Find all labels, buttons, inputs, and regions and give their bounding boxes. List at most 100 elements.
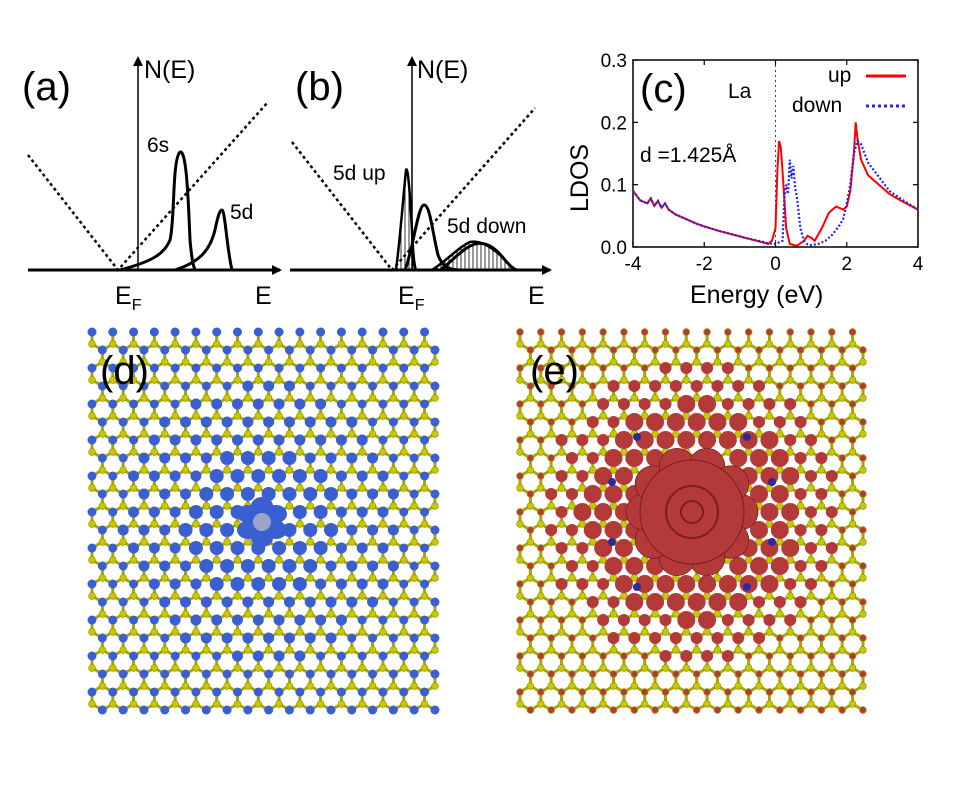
carbon-atom <box>379 448 387 456</box>
carbon-atom <box>223 610 231 618</box>
carbon-atom <box>661 376 670 384</box>
spin-lobe <box>335 614 347 626</box>
spin-lobe <box>139 345 149 355</box>
spin-lobe <box>357 327 367 337</box>
spin-lobe <box>129 399 139 409</box>
carbon-atom <box>275 376 283 384</box>
spin-lobe <box>708 413 727 431</box>
spin-lobe <box>283 596 295 608</box>
carbon-atom <box>119 682 127 690</box>
carbon-atom <box>358 700 366 708</box>
carbon-atom <box>202 358 211 366</box>
carbon-atom <box>192 376 200 384</box>
spin-lobe <box>325 452 337 464</box>
carbon-atom <box>337 484 346 492</box>
spin-lobe <box>666 413 685 431</box>
spin-lobe <box>537 365 544 371</box>
spin-lobe <box>261 451 276 465</box>
spin-lobe <box>614 539 633 557</box>
spin-lobe <box>117 524 129 536</box>
spin-lobe <box>118 705 128 715</box>
spin-lobe <box>212 651 222 661</box>
spin-lobe <box>828 401 835 407</box>
spin-lobe <box>399 615 409 625</box>
carbon-atom <box>557 556 566 564</box>
spin-lobe <box>600 653 607 659</box>
spin-lobe <box>517 545 523 551</box>
carbon-atom <box>410 358 418 366</box>
carbon-atom <box>599 664 607 672</box>
x-tick-label: -2 <box>696 254 713 275</box>
spin-lobe <box>211 614 223 626</box>
spin-lobe <box>388 633 398 643</box>
carbon-atom <box>620 628 628 636</box>
carbon-atom <box>161 394 169 402</box>
carbon-atom <box>410 682 418 690</box>
spin-lobe <box>212 363 222 373</box>
spin-lobe <box>336 363 346 373</box>
carbon-atom <box>306 646 314 654</box>
spin-lobe <box>409 633 419 643</box>
carbon-atom <box>119 430 127 438</box>
spin-lobe <box>600 689 607 695</box>
spin-lobe <box>517 581 523 587</box>
carbon-atom <box>526 430 535 438</box>
carbon-atom <box>537 484 545 492</box>
carbon-atom <box>192 592 200 600</box>
legend-down-label: down <box>792 94 842 117</box>
carbon-atom <box>807 700 815 708</box>
spin-lobe <box>273 398 285 410</box>
cloud-ring <box>665 485 719 539</box>
carbon-atom <box>641 556 649 564</box>
carbon-atom <box>796 646 805 654</box>
carbon-atom <box>547 466 555 474</box>
spin-lobe <box>128 542 140 554</box>
spin-lobe <box>610 347 617 353</box>
panel-b-up-label: 5d up <box>333 162 386 185</box>
spin-lobe <box>693 347 700 353</box>
spin-lobe <box>399 363 409 373</box>
spin-lobe <box>200 632 212 644</box>
carbon-atom <box>724 340 732 348</box>
carbon-atom <box>420 592 429 600</box>
spin-lobe <box>313 505 328 519</box>
carbon-atom <box>420 448 429 456</box>
spin-lobe <box>576 470 589 482</box>
carbon-atom <box>776 610 784 618</box>
spin-lobe <box>315 434 327 446</box>
spin-lobe <box>527 563 534 569</box>
spin-lobe <box>313 469 328 483</box>
spin-lobe <box>545 488 558 500</box>
spin-lobe <box>849 653 856 659</box>
carbon-atom <box>223 574 231 582</box>
spin-lobe <box>409 705 419 715</box>
spin-lobe <box>399 327 409 337</box>
spin-lobe <box>222 381 232 391</box>
spin-lobe <box>517 653 523 659</box>
spin-lobe <box>292 577 307 591</box>
spin-lobe <box>638 398 651 410</box>
spin-lobe <box>756 671 763 677</box>
carbon-atom <box>838 610 846 618</box>
spin-lobe <box>859 383 866 389</box>
spin-lobe <box>420 327 430 337</box>
carbon-atom <box>547 682 555 690</box>
spin-lobe <box>604 557 623 575</box>
spin-lobe <box>649 380 662 392</box>
spin-lobe <box>711 632 724 644</box>
carbon-atom <box>119 574 127 582</box>
carbon-atom <box>233 700 242 708</box>
carbon-atom <box>744 340 753 348</box>
carbon-atom <box>275 556 283 564</box>
carbon-atom <box>88 700 96 708</box>
minority-lobe <box>743 433 751 441</box>
spin-lobe <box>399 399 409 409</box>
carbon-atom <box>410 574 418 582</box>
carbon-atom <box>568 682 576 690</box>
carbon-atom <box>213 484 221 492</box>
spin-lobe <box>558 329 565 335</box>
spin-lobe <box>316 327 326 337</box>
spin-lobe <box>669 632 682 644</box>
carbon-atom <box>817 466 826 474</box>
carbon-atom <box>202 538 211 546</box>
